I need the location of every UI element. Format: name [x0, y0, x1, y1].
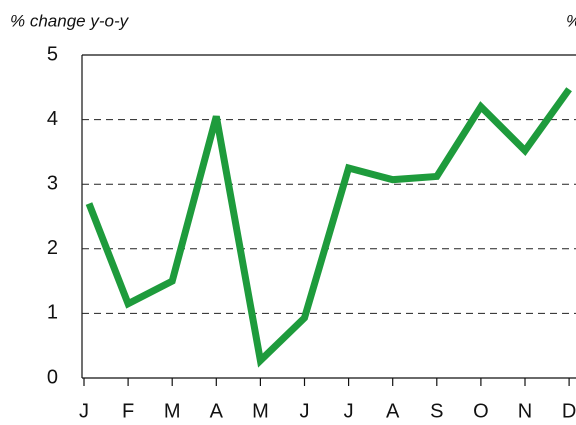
x-tick-label: M	[252, 400, 269, 422]
y-axis-label: % change y-o-y	[10, 11, 130, 30]
y-tick-label: 0	[47, 366, 58, 388]
x-tick-label: N	[518, 400, 532, 422]
y-tick-label: 3	[47, 172, 58, 194]
x-tick-label: S	[430, 400, 443, 422]
x-tick-label: J	[79, 400, 89, 422]
y-tick-label: 5	[47, 43, 58, 65]
y-tick-label: 4	[47, 108, 58, 130]
y2-axis-label: %	[566, 11, 576, 30]
y-tick-label: 2	[47, 237, 58, 259]
x-tick-label: O	[473, 400, 489, 422]
x-tick-label: J	[300, 400, 310, 422]
data-line	[85, 87, 572, 368]
y-tick-label: 1	[47, 302, 58, 324]
x-tick-label: A	[386, 400, 400, 422]
x-tick-label: D	[562, 400, 576, 422]
x-tick-label: F	[122, 400, 134, 422]
x-tick-label: A	[210, 400, 224, 422]
x-tick-label: M	[164, 400, 181, 422]
x-tick-label: J	[344, 400, 354, 422]
